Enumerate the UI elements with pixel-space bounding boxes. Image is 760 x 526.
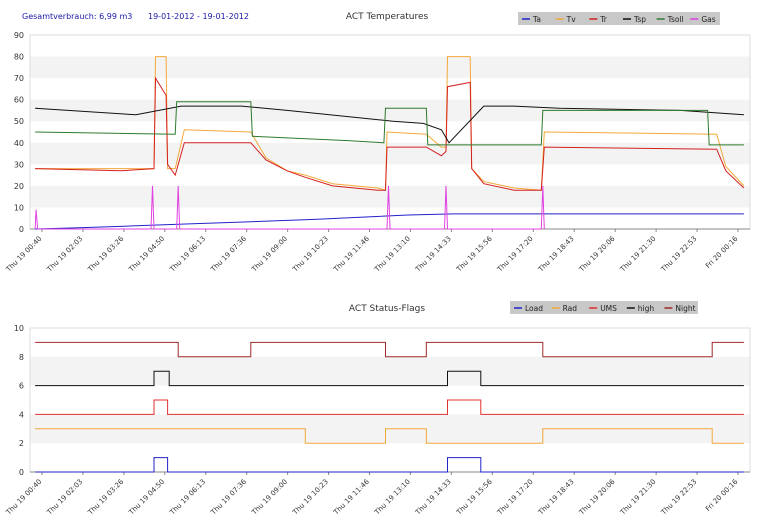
temp-x-tick-label: Thu 19 17:20 <box>495 235 534 274</box>
status-legend-label-ums: UMS <box>600 304 617 313</box>
status-x-tick-label: Thu 19 07:36 <box>209 477 249 517</box>
status-legend-label-load: Load <box>525 304 543 313</box>
status-x-tick-label: Thu 19 02:03 <box>45 478 84 517</box>
temp-x-tick-label: Thu 19 14:33 <box>413 235 452 274</box>
temp-x-tick-label: Thu 19 15:56 <box>454 234 494 274</box>
status-x-tick-label: Fri 20 00:16 <box>704 477 740 513</box>
status-series-rad <box>35 428 744 444</box>
temp-x-tick-label: Thu 19 04:50 <box>127 235 166 274</box>
status-series-load <box>35 457 744 473</box>
temp-y-tick-label: 20 <box>14 182 24 191</box>
temp-legend-label-tr: Tr <box>599 15 607 24</box>
status-y-tick-label: 6 <box>19 382 24 391</box>
status-legend-label-high: high <box>638 304 655 313</box>
status-chart-title: ACT Status-Flags <box>349 304 425 314</box>
temp-y-tick-label: 90 <box>14 31 24 40</box>
status-y-tick-label: 2 <box>19 439 24 448</box>
status-x-tick-label: Thu 19 21:30 <box>618 478 657 517</box>
status-x-tick-label: Thu 19 14:33 <box>413 478 452 517</box>
status-x-tick-label: Thu 19 09:00 <box>250 478 289 517</box>
temp-x-tick-label: Thu 19 22:53 <box>659 235 698 274</box>
temp-legend-label-ta: Ta <box>532 15 541 24</box>
temp-grid-band <box>30 142 750 165</box>
temp-legend: Ta Tv Tr Tsp Tsoll Gas <box>518 12 720 25</box>
status-x-tick-label: Thu 19 00:40 <box>4 478 43 517</box>
temperature-chart: ACT Temperatures 0 10 20 30 40 50 60 70 80 90 Thu … <box>4 12 751 274</box>
temp-y-tick-label: 50 <box>14 117 24 126</box>
temp-series-gas <box>34 185 545 230</box>
temp-y-tick-label: 30 <box>14 160 24 169</box>
status-legend-label-night: Night <box>675 304 695 313</box>
status-y-tick-label: 0 <box>19 468 24 477</box>
temp-series-tr <box>35 76 745 191</box>
status-x-tick-label: Thu 19 10:23 <box>291 478 330 517</box>
temp-x-tick-label: Thu 19 07:36 <box>209 234 249 274</box>
temp-x-tick-label: Fri 20 00:16 <box>704 234 740 270</box>
temp-y-tick-label: 60 <box>14 96 24 105</box>
status-legend: Load Rad UMS high Night <box>510 301 698 314</box>
temp-series-tsoll <box>35 101 744 146</box>
status-x-tick-label: Thu 19 06:13 <box>168 478 207 517</box>
temp-x-tick-label: Thu 19 21:30 <box>618 235 657 274</box>
status-x-tick-label: Thu 19 03:26 <box>86 477 126 517</box>
status-series-high <box>35 370 744 387</box>
consumption-label: Gesamtverbrauch: 6,99 m3 <box>22 12 132 21</box>
temp-y-tick-label: 10 <box>14 203 24 212</box>
temp-x-tick-label: Thu 19 06:13 <box>168 235 207 274</box>
status-x-tick-label: Thu 19 20:06 <box>577 477 617 517</box>
temp-x-tick-label: Thu 19 18:43 <box>536 235 575 274</box>
status-y-tick-label: 4 <box>19 410 24 419</box>
temp-x-tick-label: Thu 19 11:46 <box>332 234 372 274</box>
status-x-tick-label: Thu 19 11:46 <box>332 477 372 517</box>
status-plot-border <box>29 327 751 473</box>
status-y-tick-label: 10 <box>14 324 24 333</box>
temp-legend-label-gas: Gas <box>701 15 715 24</box>
status-x-tick-label: Thu 19 13:10 <box>373 478 412 517</box>
temp-grid-band <box>30 185 750 208</box>
status-legend-box <box>510 301 698 314</box>
temp-legend-box <box>518 12 720 25</box>
temp-series-ta <box>35 213 744 230</box>
status-grid-band <box>30 356 750 386</box>
temp-y-tick-label: 80 <box>14 53 24 62</box>
temp-series-tsp <box>35 105 744 144</box>
status-x-tick-label: Thu 19 18:43 <box>536 478 575 517</box>
temp-x-tick-label: Thu 19 09:00 <box>250 235 289 274</box>
temp-grid-band <box>30 56 750 79</box>
temp-y-tick-label: 40 <box>14 139 24 148</box>
temp-legend-label-tsp: Tsp <box>633 15 646 24</box>
status-x-tick-label: Thu 19 22:53 <box>659 478 698 517</box>
temp-x-tick-label: Thu 19 20:06 <box>577 234 617 274</box>
status-y-tick-label: 8 <box>19 353 24 362</box>
status-x-tick-label: Thu 19 15:56 <box>454 477 494 517</box>
status-legend-label-rad: Rad <box>563 304 578 313</box>
status-series-night <box>35 341 744 358</box>
status-series-ums <box>35 399 744 415</box>
status-x-tick-label: Thu 19 17:20 <box>495 478 534 517</box>
temp-y-tick-label: 0 <box>19 225 24 234</box>
temp-legend-label-tv: Tv <box>566 15 577 24</box>
temp-x-tick-label: Thu 19 13:10 <box>373 235 412 274</box>
temperature-chart-title: ACT Temperatures <box>346 12 429 22</box>
temp-x-tick-label: Thu 19 00:40 <box>4 235 43 274</box>
status-x-tick-label: Thu 19 04:50 <box>127 478 166 517</box>
temp-y-tick-label: 70 <box>14 74 24 83</box>
temp-legend-label-tsoll: Tsoll <box>667 15 684 24</box>
temp-x-tick-label: Thu 19 03:26 <box>86 234 126 274</box>
temp-grid-band <box>30 99 750 122</box>
temp-x-tick-label: Thu 19 10:23 <box>291 235 330 274</box>
temp-x-tick-label: Thu 19 02:03 <box>45 235 84 274</box>
date-range-label: 19-01-2012 - 19-01-2012 <box>148 12 249 21</box>
